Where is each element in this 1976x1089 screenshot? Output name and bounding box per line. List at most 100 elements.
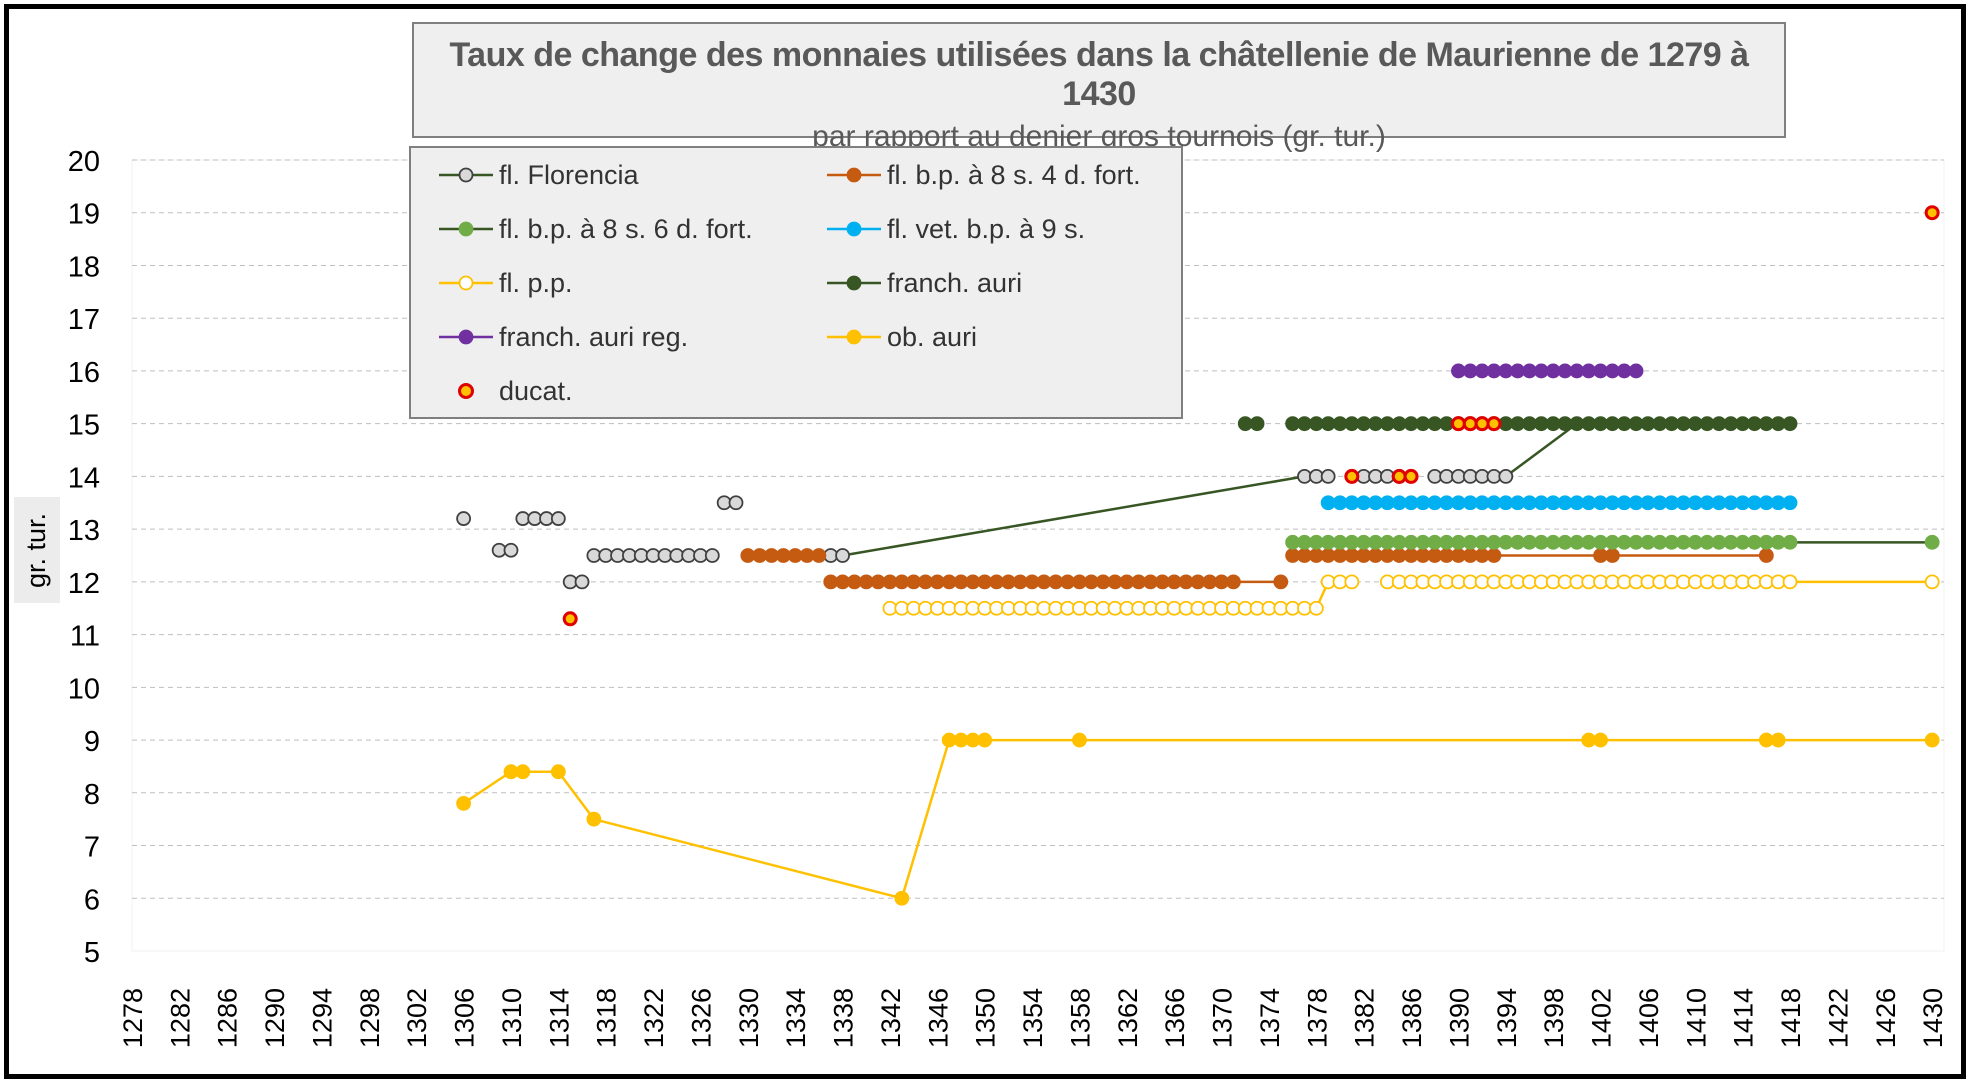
data-point (1474, 416, 1490, 432)
legend-swatch (827, 221, 881, 237)
data-point (894, 890, 910, 906)
legend-label: fl. Florencia (499, 159, 639, 190)
x-tick-label: 1374 (1255, 988, 1285, 1048)
legend-item: franch. auri reg. (437, 319, 688, 355)
data-point (1486, 416, 1502, 432)
data-point (1344, 468, 1360, 484)
y-tick-label: 13 (68, 515, 100, 547)
data-point (1924, 732, 1940, 748)
y-tick-label: 5 (84, 937, 100, 969)
x-tick-label: 1318 (592, 988, 622, 1048)
data-point (1782, 574, 1798, 590)
legend-item: franch. auri (825, 265, 1022, 301)
series-1 (740, 548, 1774, 590)
legend-label: franch. auri reg. (499, 321, 689, 352)
y-tick-label: 15 (68, 410, 100, 442)
x-tick-label: 1426 (1871, 988, 1901, 1048)
legend-item: fl. Florencia (437, 157, 639, 193)
data-point (1593, 732, 1608, 748)
x-tick-label: 1334 (781, 988, 811, 1048)
legend-label: fl. b.p. à 8 s. 4 d. fort. (887, 159, 1141, 190)
data-point (1462, 416, 1478, 432)
x-tick-label: 1406 (1634, 988, 1664, 1048)
data-point (1308, 600, 1324, 616)
legend-item: ducat. (437, 373, 573, 409)
data-point (1924, 205, 1940, 221)
x-tick-label: 1338 (829, 988, 859, 1048)
y-axis-label-container: gr. tur. (14, 497, 60, 603)
data-point (728, 495, 744, 511)
series-line (1505, 422, 1578, 478)
chart-title: Taux de change des monnaies utilisées da… (449, 36, 1749, 113)
data-point (1782, 495, 1798, 511)
data-point (811, 548, 827, 563)
legend-label: franch. auri (887, 267, 1023, 298)
x-tick-label: 1386 (1397, 988, 1427, 1048)
x-tick-label: 1390 (1444, 988, 1474, 1048)
legend-marker (846, 275, 862, 291)
y-tick-label: 7 (84, 832, 100, 864)
data-point (1273, 574, 1289, 590)
x-tick-label: 1350 (971, 988, 1001, 1048)
series-7 (456, 732, 1940, 906)
x-tick-label: 1382 (1350, 988, 1380, 1048)
x-tick-label: 1314 (544, 988, 574, 1048)
y-tick-label: 18 (68, 251, 100, 283)
x-tick-label: 1342 (876, 988, 906, 1048)
data-point (586, 811, 602, 827)
chart-legend: fl. Florencia fl. b.p. à 8 s. 4 d. fort. f… (409, 146, 1183, 419)
data-point (1782, 534, 1798, 550)
x-tick-label: 1414 (1729, 988, 1759, 1048)
data-point (977, 732, 993, 748)
legend-item: ob. auri (825, 319, 977, 355)
data-point (503, 542, 519, 558)
x-tick-label: 1362 (1113, 988, 1143, 1048)
y-tick-label: 19 (68, 199, 100, 231)
x-tick-label: 1370 (1208, 988, 1238, 1048)
y-axis-label-background (14, 497, 60, 603)
x-tick-label: 1326 (686, 988, 716, 1048)
x-tick-label: 1310 (497, 988, 527, 1048)
data-point (574, 574, 590, 590)
legend-label: ducat. (499, 375, 573, 406)
legend-swatch (827, 275, 881, 291)
series-6 (1451, 363, 1644, 379)
legend-marker (458, 275, 474, 291)
y-tick-label: 8 (84, 779, 100, 811)
legend-swatch (439, 167, 493, 183)
y-tick-label: 6 (84, 884, 100, 916)
x-tick-label: 1298 (355, 988, 385, 1048)
data-point (1498, 468, 1514, 484)
y-tick-label: 9 (84, 726, 100, 758)
legend-swatch (458, 383, 474, 399)
data-point (515, 764, 531, 780)
x-tick-label: 1322 (639, 988, 669, 1048)
x-tick-label: 1358 (1065, 988, 1095, 1048)
y-tick-label: 11 (70, 621, 100, 653)
series-4 (882, 574, 1940, 616)
x-tick-label: 1306 (450, 988, 480, 1048)
legend-swatch (439, 221, 493, 237)
x-tick-label: 1394 (1492, 988, 1522, 1048)
series-0 (456, 422, 1578, 590)
y-tick-label: 12 (68, 568, 100, 600)
x-tick-label: 1398 (1539, 988, 1569, 1048)
data-point (1486, 548, 1502, 563)
data-point (1782, 416, 1798, 432)
series-3 (1320, 495, 1798, 511)
legend-swatch (439, 329, 493, 345)
legend-swatch (439, 275, 493, 291)
legend-marker (458, 167, 474, 183)
legend-label: fl. vet. b.p. à 9 s. (887, 213, 1086, 244)
legend-marker (846, 329, 862, 345)
data-point (1770, 732, 1786, 748)
x-tick-label: 1286 (213, 988, 243, 1048)
data-point (1628, 363, 1644, 379)
data-point (1450, 416, 1466, 432)
y-tick-label: 14 (68, 462, 100, 494)
data-point (1072, 732, 1087, 748)
series-2 (1285, 534, 1940, 550)
data-point (562, 611, 578, 627)
chart-title-box: Taux de change des monnaies utilisées da… (412, 22, 1786, 153)
x-tick-label: 1282 (165, 988, 195, 1048)
